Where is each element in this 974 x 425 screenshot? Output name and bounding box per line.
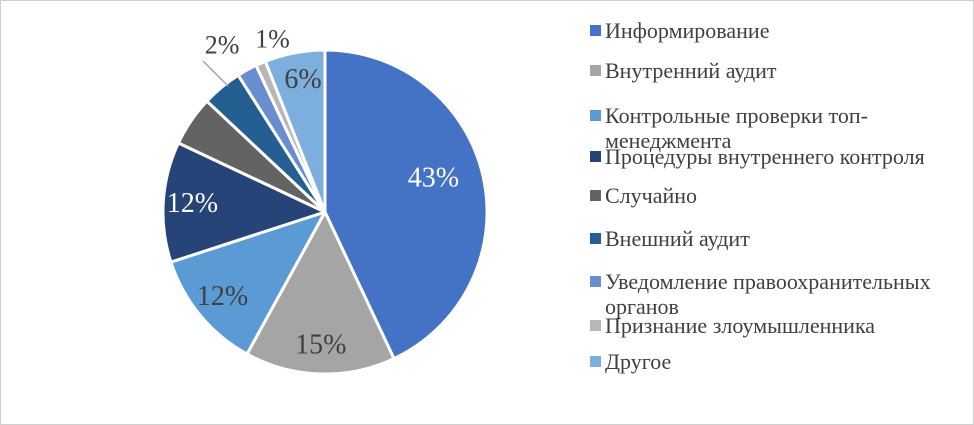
legend-label: Уведомление правоохранительных органов: [605, 269, 955, 319]
legend-swatch-icon: [590, 110, 601, 121]
legend-label-line: органов: [605, 294, 679, 319]
legend-item-1: Внутренний аудит: [590, 58, 955, 83]
legend-label-line: Контрольные проверки топ-: [605, 103, 868, 128]
legend-item-0: Информирование: [590, 18, 955, 43]
legend-item-3: Процедуры внутреннего контроля: [590, 144, 955, 169]
pie-slice-label-6: 2%: [205, 31, 240, 60]
pie-slice-label-2: 12%: [197, 281, 248, 312]
legend-label-line: менеджмента: [605, 128, 732, 153]
pie-slice-label-8: 6%: [284, 64, 321, 95]
legend-label-line: Случайно: [605, 183, 698, 208]
legend-label-line: Внутренний аудит: [605, 58, 777, 83]
legend-swatch-icon: [590, 276, 601, 287]
legend-label: Контрольные проверки топ-менеджмента: [605, 103, 955, 153]
legend-label-line: Процедуры внутреннего контроля: [605, 144, 925, 169]
legend-label-line: Информирование: [605, 18, 770, 43]
legend-label: Признание злоумышленника: [605, 313, 955, 338]
legend-swatch-icon: [590, 65, 601, 76]
legend-item-5: Внешний аудит: [590, 226, 955, 251]
legend-item-2: Контрольные проверки топ-менеджмента: [590, 103, 955, 153]
pie-slice-8: [263, 48, 327, 214]
legend-swatch-icon: [590, 320, 601, 331]
legend-swatch-icon: [590, 151, 601, 162]
pie-slice-label-3: 12%: [167, 188, 218, 219]
pie-chart: 43% 15% 12% 12% 2% 1% 6%: [161, 25, 489, 376]
legend-label: Процедуры внутреннего контроля: [605, 144, 955, 169]
legend-label: Случайно: [605, 183, 955, 208]
legend-swatch-icon: [590, 356, 601, 367]
pie-slice-1: [245, 210, 396, 376]
legend-swatch-icon: [590, 233, 601, 244]
chart-legend: Информирование Внутренний аудит Контрольны…: [590, 1, 965, 424]
pie-slice-0: [323, 48, 489, 361]
legend-swatch-icon: [590, 25, 601, 36]
legend-label-line: Другое: [605, 349, 672, 374]
pie-slice-2: [169, 210, 327, 356]
legend-item-4: Случайно: [590, 183, 955, 208]
legend-label: Внешний аудит: [605, 226, 955, 251]
legend-label: Внутренний аудит: [605, 58, 955, 83]
legend-label-line: Внешний аудит: [605, 226, 750, 251]
legend-item-6: Уведомление правоохранительных органов: [590, 269, 955, 319]
legend-label-line: Признание злоумышленника: [605, 313, 876, 338]
pie-slice-3: [161, 141, 327, 264]
legend-swatch-icon: [590, 190, 601, 201]
legend-label: Информирование: [605, 18, 955, 43]
label-leader-line-6: [202, 60, 229, 87]
pie-slice-label-0: 43%: [408, 163, 459, 194]
legend-label: Другое: [605, 349, 955, 374]
pie-slice-label-7: 1%: [255, 25, 290, 54]
legend-item-7: Признание злоумышленника: [590, 313, 955, 338]
legend-item-8: Другое: [590, 349, 955, 374]
legend-label-line: Уведомление правоохранительных: [605, 269, 931, 294]
pie-slice-label-1: 15%: [295, 329, 346, 360]
